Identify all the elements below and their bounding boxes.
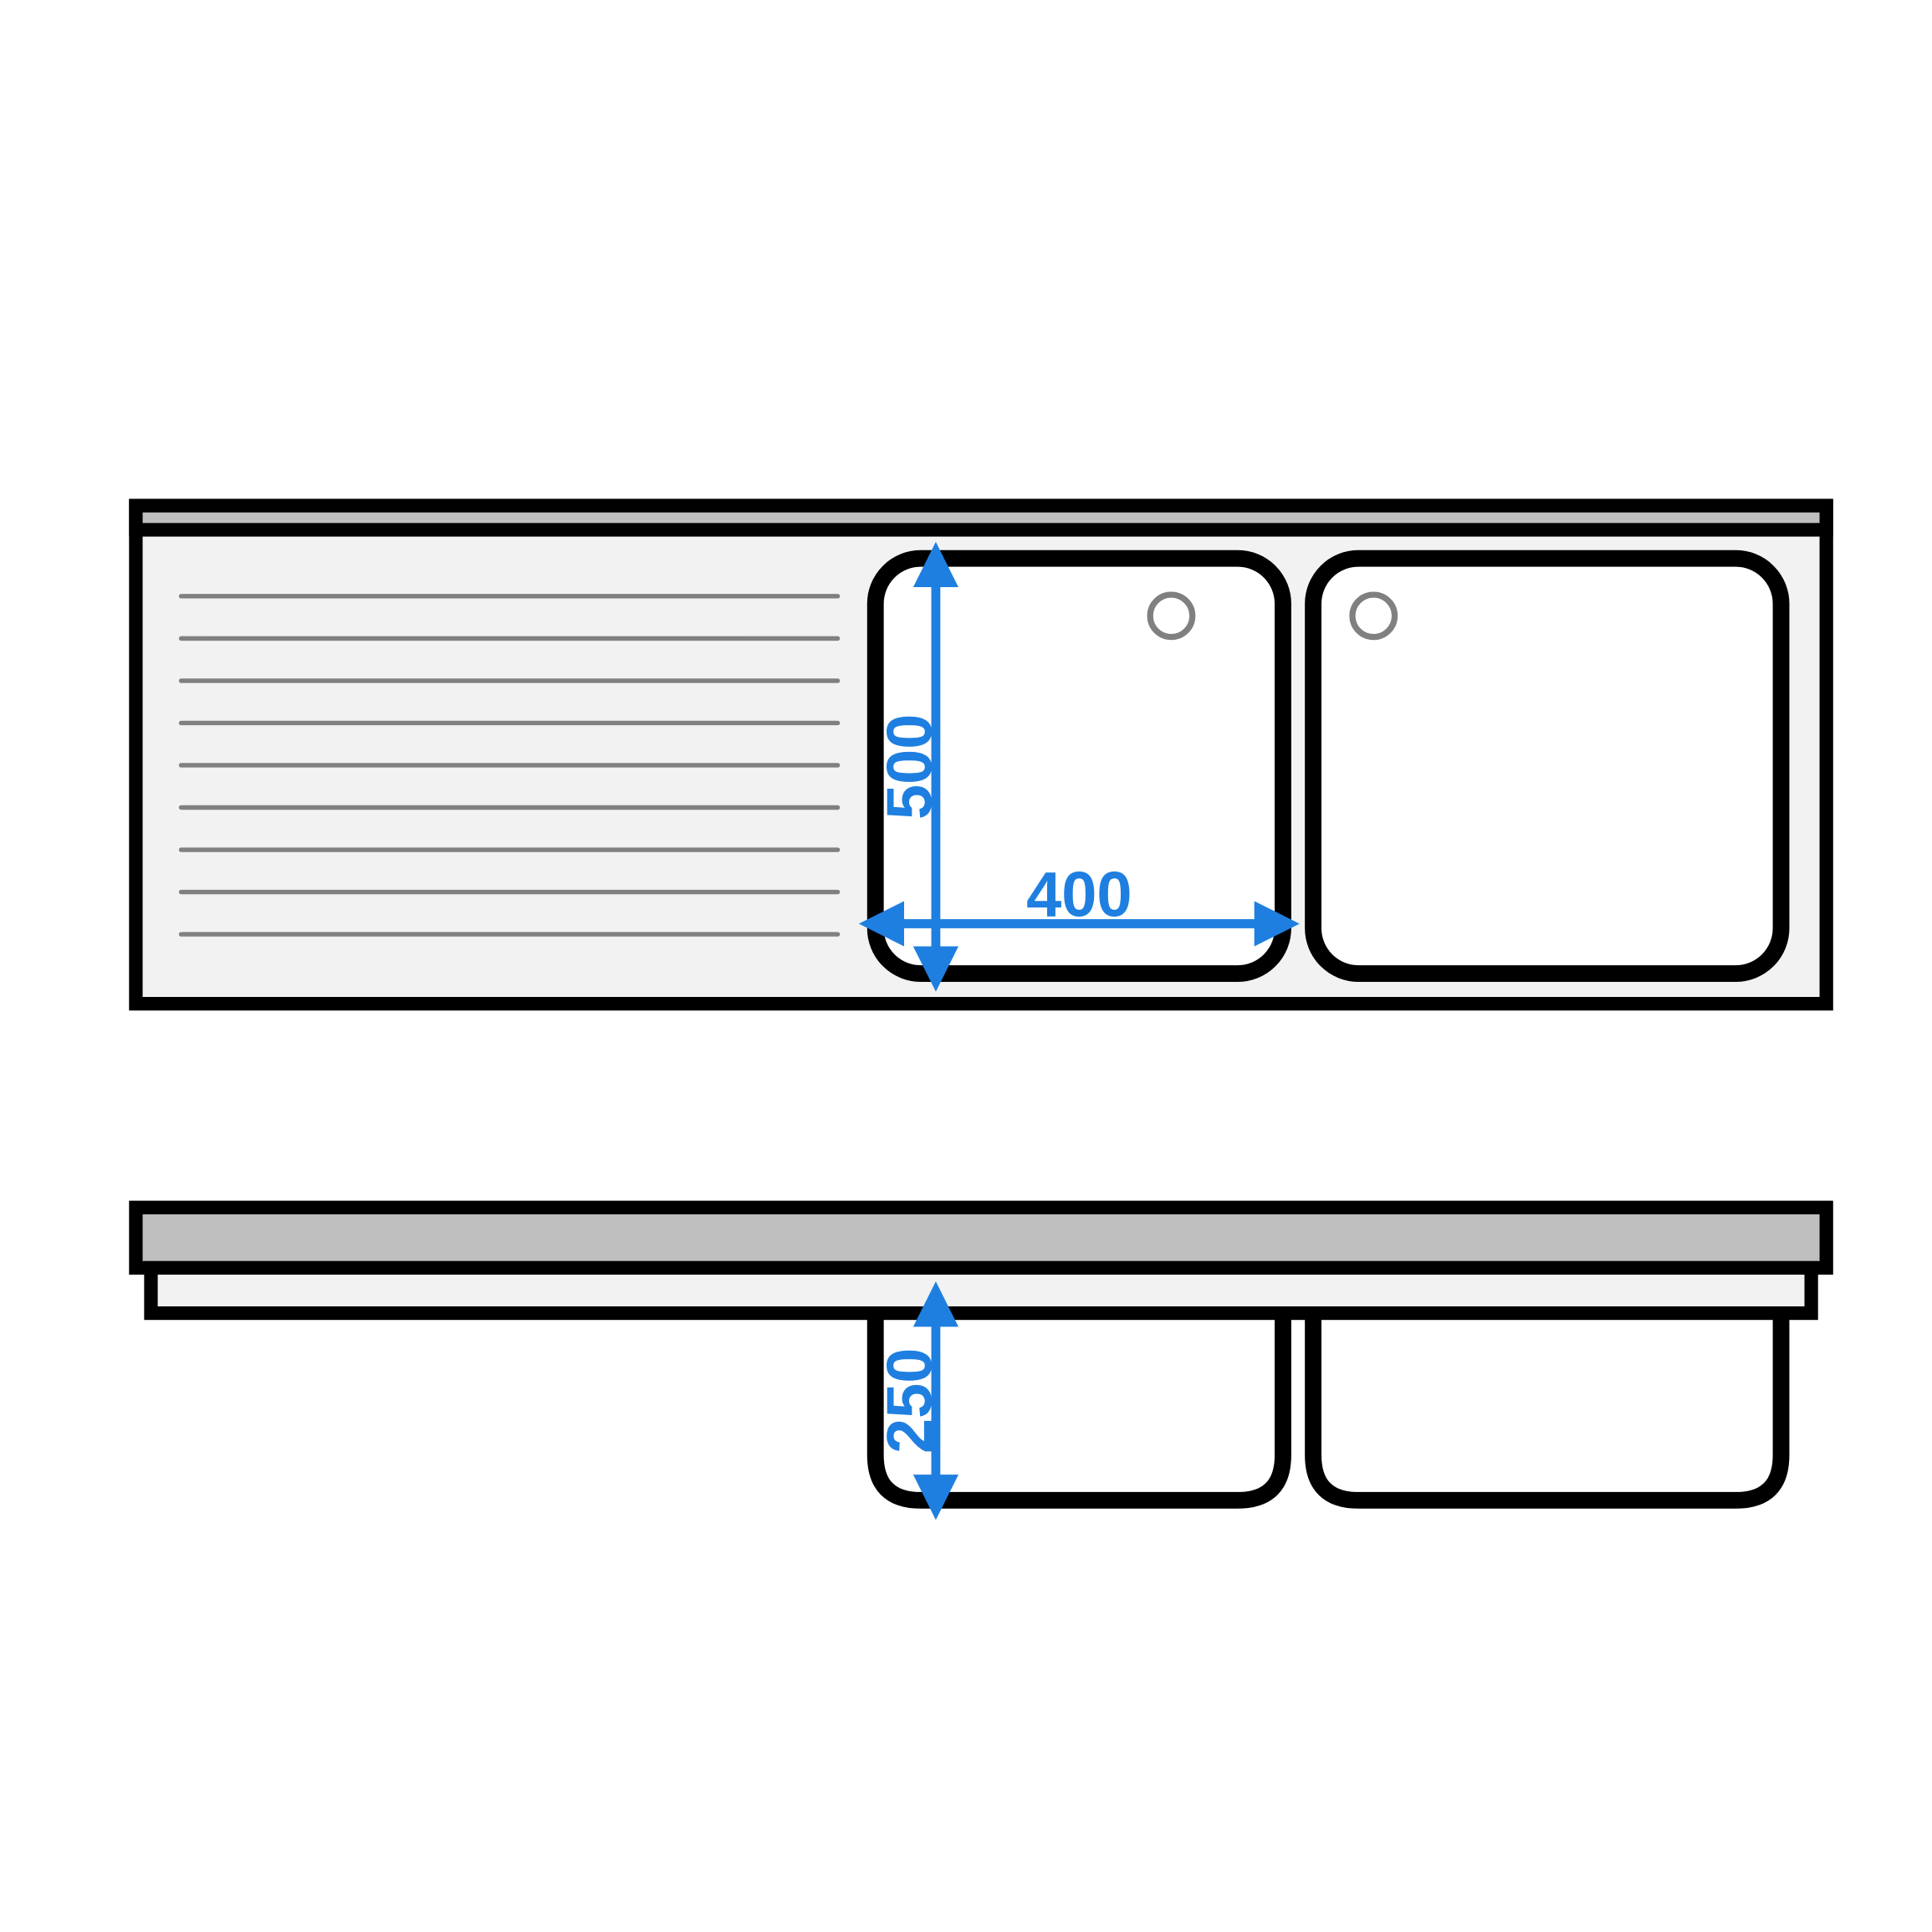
- front-view-top-strip: [135, 1208, 1826, 1268]
- sink-technical-diagram: 500 400 250: [0, 0, 1932, 1932]
- top-view-backsplash: [135, 506, 1826, 530]
- front-view-face: [151, 1268, 1811, 1313]
- dim-basin-height-label: 500: [875, 714, 946, 820]
- dim-basin-depth-label: 250: [875, 1348, 946, 1454]
- front-view-basin-right: [1313, 1304, 1781, 1500]
- dim-basin-width-label: 400: [1026, 860, 1132, 931]
- top-view-basin-right: [1313, 559, 1781, 974]
